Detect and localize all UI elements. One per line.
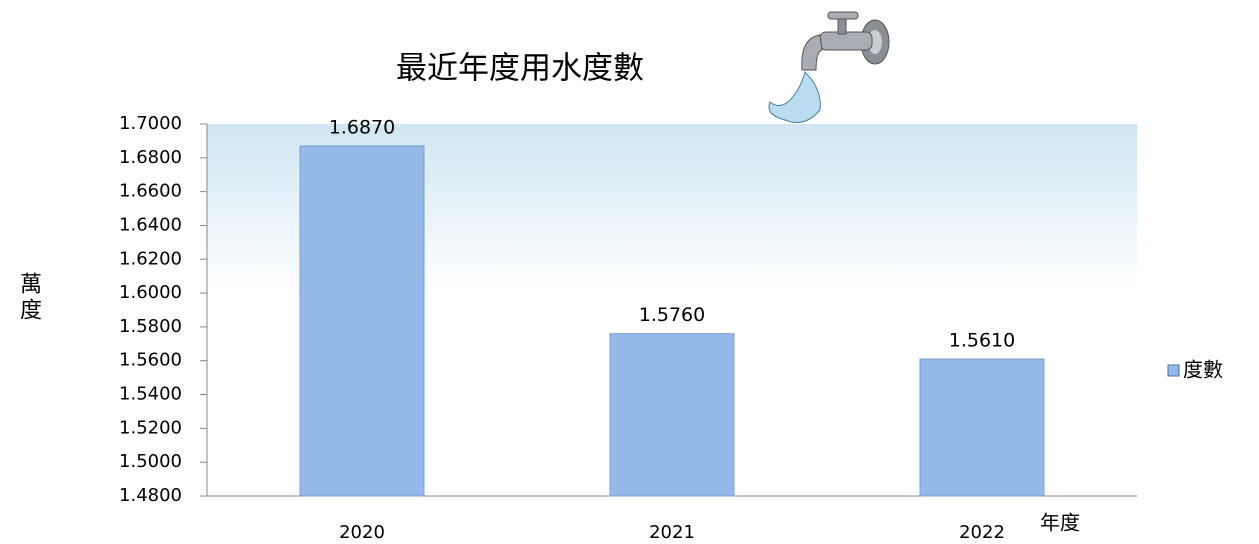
y-tick-label: 1.5600	[119, 350, 182, 371]
x-tick-label: 2021	[649, 522, 695, 543]
y-tick-label: 1.6200	[119, 248, 182, 269]
value-label: 1.5610	[949, 330, 1015, 352]
faucet-icon	[768, 11, 890, 123]
x-tick-label: 2022	[959, 522, 1005, 543]
value-label: 1.6870	[329, 116, 395, 138]
y-tick-label: 1.6600	[119, 181, 182, 202]
legend-swatch	[1167, 364, 1180, 377]
y-tick-label: 1.4800	[119, 485, 182, 506]
legend-label: 度數	[1183, 358, 1223, 382]
y-tick-label: 1.6000	[119, 282, 182, 303]
x-axis-label: 年度	[1040, 511, 1080, 535]
y-tick-label: 1.5000	[119, 451, 182, 472]
bar	[299, 145, 425, 497]
value-label: 1.5760	[639, 304, 705, 326]
y-tick-label: 1.7000	[119, 113, 182, 134]
y-tick-label: 1.6400	[119, 214, 182, 235]
y-tick-label: 1.6800	[119, 147, 182, 168]
bar	[919, 358, 1045, 497]
y-tick-label: 1.5800	[119, 316, 182, 337]
chart-title: 最近年度用水度數	[396, 51, 644, 87]
y-tick-label: 1.5400	[119, 384, 182, 405]
y-tick-label: 1.5200	[119, 417, 182, 438]
bar	[609, 333, 735, 497]
y-axis-label: 萬度	[16, 272, 41, 324]
x-tick-label: 2020	[339, 522, 385, 543]
